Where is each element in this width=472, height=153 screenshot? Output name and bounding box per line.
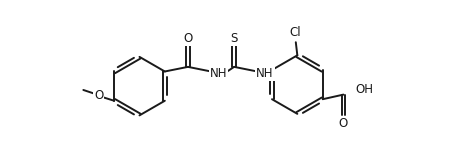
Text: O: O bbox=[339, 117, 348, 130]
Text: Cl: Cl bbox=[289, 26, 301, 39]
Text: OH: OH bbox=[356, 83, 374, 96]
Text: O: O bbox=[183, 32, 193, 45]
Text: S: S bbox=[230, 32, 238, 45]
Text: NH: NH bbox=[210, 67, 228, 80]
Text: O: O bbox=[94, 89, 103, 102]
Text: NH: NH bbox=[256, 67, 274, 80]
